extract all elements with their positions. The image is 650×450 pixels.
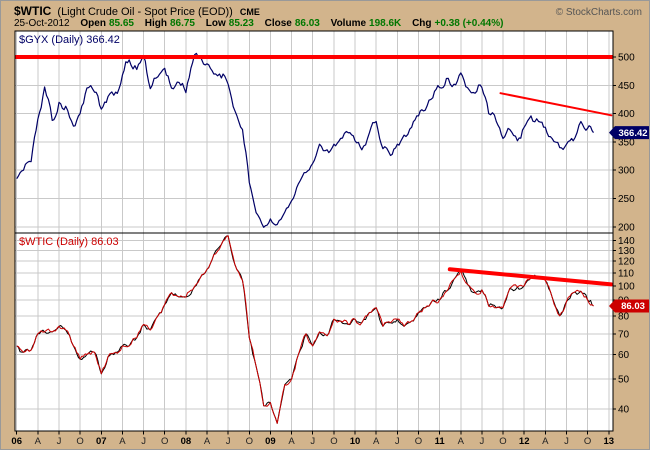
y-axis-label: 100 <box>618 281 635 292</box>
quote-date: 25-Oct-2012 <box>14 18 70 29</box>
y-axis-label: 40 <box>618 405 630 416</box>
x-axis-label: A <box>542 436 549 447</box>
price-tag-wtic: 86.03 <box>609 299 649 313</box>
$GYX-line <box>16 52 594 228</box>
quote-close-label: Close <box>264 18 292 29</box>
x-axis-label: J <box>141 436 146 447</box>
x-axis-label: 10 <box>350 436 361 447</box>
x-axis-label: J <box>226 436 231 447</box>
y-axis-label: 50 <box>618 375 630 386</box>
quote-line: 25-Oct-2012 Open 85.65 High 86.75 Low 85.23… <box>14 18 503 29</box>
x-axis-label: 11 <box>435 436 446 447</box>
y-axis-label: 400 <box>618 109 635 120</box>
$WTIC-line <box>16 235 594 424</box>
x-axis-label: 13 <box>604 436 615 447</box>
quote-open-label: Open <box>80 18 106 29</box>
y-axis-label: 300 <box>618 166 635 177</box>
x-axis-label: J <box>57 436 62 447</box>
x-axis-label: 08 <box>181 436 192 447</box>
quote-change-value: +0.38 (+0.44%) <box>434 18 504 29</box>
quote-open: Open 85.65 <box>80 18 134 29</box>
x-axis-label: A <box>35 436 42 447</box>
x-axis-label: A <box>288 436 295 447</box>
x-axis-label: J <box>310 436 315 447</box>
legend-wtic: $WTIC (Daily) 86.03 <box>19 236 119 248</box>
stockcharts-link[interactable]: © StockCharts.com <box>555 7 642 18</box>
quote-high: High 86.75 <box>145 18 195 29</box>
panel-border <box>14 232 614 432</box>
x-axis-label: O <box>246 436 253 447</box>
plot-background <box>15 31 613 431</box>
x-axis-label: O <box>330 436 337 447</box>
x-axis-label: A <box>204 436 211 447</box>
exchange-label: CME <box>239 7 260 17</box>
x-axis-label: O <box>161 436 168 447</box>
x-axis-label: J <box>564 436 569 447</box>
y-axis-label: 130 <box>618 246 635 257</box>
svg-text:86.03: 86.03 <box>621 301 645 312</box>
panel-wtic-series <box>16 235 613 424</box>
panel-gyx-series <box>15 52 613 228</box>
x-axis-label: 06 <box>11 436 22 447</box>
x-axis-label: O <box>499 436 506 447</box>
x-axis-label: O <box>584 436 591 447</box>
quote-volume-value: 198.6K <box>369 18 402 29</box>
x-axis-label: J <box>395 436 400 447</box>
quote-open-value: 85.65 <box>108 18 134 29</box>
y-axis-label: 350 <box>618 137 635 148</box>
quote-low-value: 85.23 <box>228 18 254 29</box>
quote-low-label: Low <box>205 18 226 29</box>
x-axis-label: A <box>373 436 380 447</box>
x-axis-label: 12 <box>519 436 530 447</box>
annotation-trendline <box>499 92 613 117</box>
y-axis-label: 120 <box>618 257 635 268</box>
x-axis-label: J <box>480 436 485 447</box>
quote-close: Close 86.03 <box>265 18 320 29</box>
quote-high-value: 86.75 <box>169 18 195 29</box>
y-axis-label: 200 <box>618 222 635 233</box>
quote-volume: Volume 198.6K <box>331 18 402 29</box>
y-axis-label: 450 <box>618 81 635 92</box>
quote-high-label: High <box>144 18 167 29</box>
y-axis-label: 70 <box>618 329 630 340</box>
title-group: $WTIC (Light Crude Oil - Spot Price (EOD… <box>14 4 260 18</box>
x-axis-label: 09 <box>265 436 276 447</box>
price-tag-gyx: 366.42 <box>609 126 649 140</box>
symbol-description: (Light Crude Oil - Spot Price (EOD)) <box>57 6 233 18</box>
quote-low: Low 85.23 <box>206 18 254 29</box>
chart-header: $WTIC (Light Crude Oil - Spot Price (EOD… <box>14 4 642 18</box>
symbol-title: $WTIC <box>14 4 52 18</box>
x-axis-label: A <box>458 436 465 447</box>
quote-change: Chg +0.38 (+0.44%) <box>412 18 503 29</box>
y-axis-label: 60 <box>618 350 630 361</box>
y-axis-label: 500 <box>618 53 635 64</box>
x-axis-label: A <box>119 436 126 447</box>
y-axis-label: 140 <box>618 236 635 247</box>
x-axis-label: O <box>76 436 83 447</box>
y-axis-label: 110 <box>618 268 634 279</box>
x-axis-label: 07 <box>96 436 107 447</box>
quote-volume-label: Volume <box>330 18 367 29</box>
x-axis-label: O <box>415 436 422 447</box>
quote-close-value: 86.03 <box>294 18 320 29</box>
y-axis-label: 250 <box>618 194 635 205</box>
y-axis-label: 80 <box>618 311 630 322</box>
annotation-trendline <box>447 267 613 287</box>
quote-change-label: Chg <box>412 18 432 29</box>
legend-gyx: $GYX (Daily) 366.42 <box>19 34 120 46</box>
svg-text:366.42: 366.42 <box>618 128 647 139</box>
